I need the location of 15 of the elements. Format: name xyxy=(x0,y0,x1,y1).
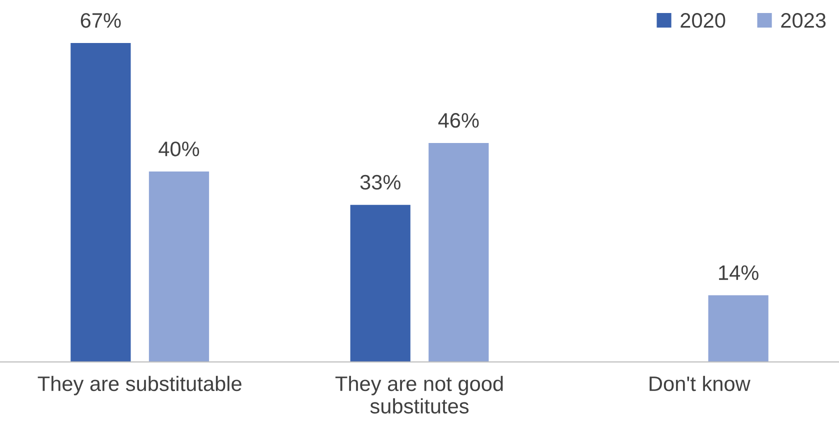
legend-label: 2020 xyxy=(680,13,726,28)
x-tick-label: They are not good substitutes xyxy=(335,376,503,414)
x-tick-label: They are substitutable xyxy=(38,376,242,396)
legend-label: 2023 xyxy=(781,13,826,28)
bar xyxy=(428,142,489,362)
data-label: 33% xyxy=(360,174,400,190)
data-label: 46% xyxy=(438,113,479,128)
data-label: 67% xyxy=(80,13,121,28)
data-label: 40% xyxy=(158,142,200,156)
data-label: 14% xyxy=(719,265,758,280)
bar xyxy=(148,172,210,362)
bar xyxy=(70,43,131,362)
bar xyxy=(350,204,410,362)
x-tick-label: Don't know xyxy=(650,376,750,392)
bar xyxy=(708,295,768,362)
